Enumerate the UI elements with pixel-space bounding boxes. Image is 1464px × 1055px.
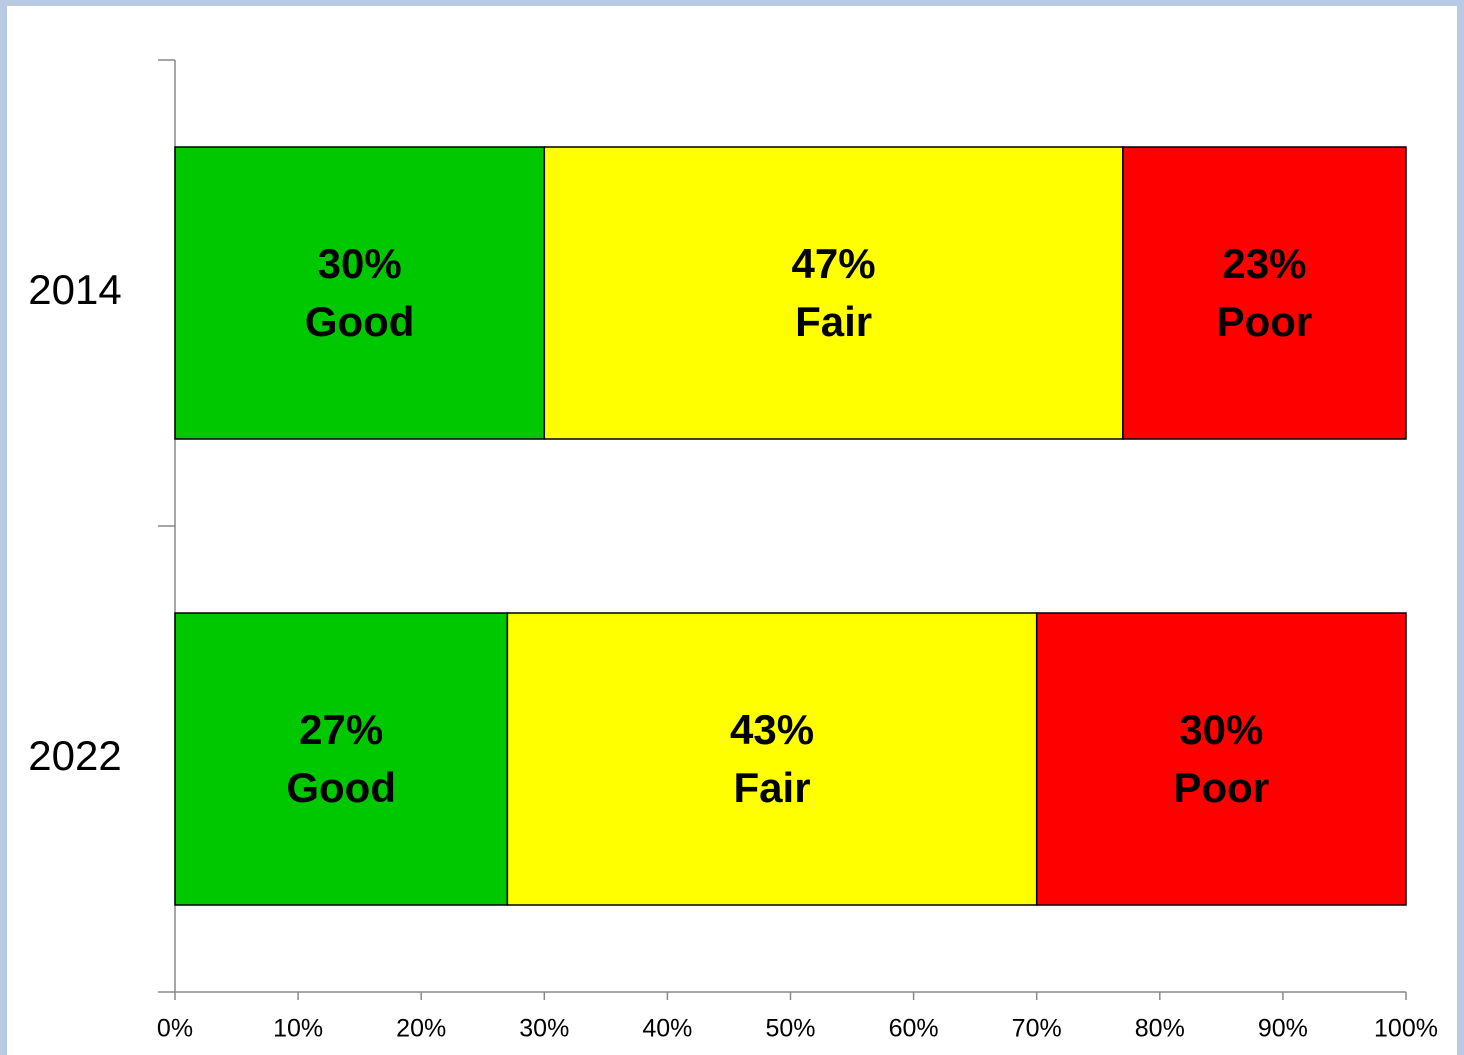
x-tick-label: 90%	[1258, 1015, 1308, 1043]
data-label: 30%	[1179, 706, 1263, 753]
category-label: 2014	[28, 266, 121, 313]
bar-segment	[506, 612, 1038, 906]
bar-segment	[1035, 612, 1407, 906]
segment-name: Good	[305, 298, 415, 345]
category-label: 2022	[28, 732, 121, 779]
bar-segment	[174, 612, 509, 906]
x-tick-label: 70%	[1012, 1015, 1062, 1043]
x-tick-label: 10%	[273, 1015, 323, 1043]
segment-name: Poor	[1217, 298, 1313, 345]
x-tick-label: 60%	[889, 1015, 939, 1043]
data-label: 30%	[318, 240, 402, 287]
data-label: 47%	[792, 240, 876, 287]
segment-name: Fair	[734, 764, 811, 811]
x-tick-label: 0%	[157, 1015, 193, 1043]
data-label: 23%	[1222, 240, 1306, 287]
x-tick-label: 50%	[765, 1015, 815, 1043]
segment-name: Poor	[1174, 764, 1270, 811]
data-label: 27%	[299, 706, 383, 753]
segment-name: Good	[286, 764, 396, 811]
data-label: 43%	[730, 706, 814, 753]
bar-segment	[1122, 146, 1407, 440]
x-tick-label: 40%	[642, 1015, 692, 1043]
x-tick-label: 30%	[519, 1015, 569, 1043]
x-tick-label: 20%	[396, 1015, 446, 1043]
segment-name: Fair	[795, 298, 872, 345]
bar-segment	[543, 146, 1124, 440]
x-tick-label: 100%	[1374, 1015, 1438, 1043]
bar-segment	[174, 146, 546, 440]
x-tick-label: 80%	[1135, 1015, 1185, 1043]
